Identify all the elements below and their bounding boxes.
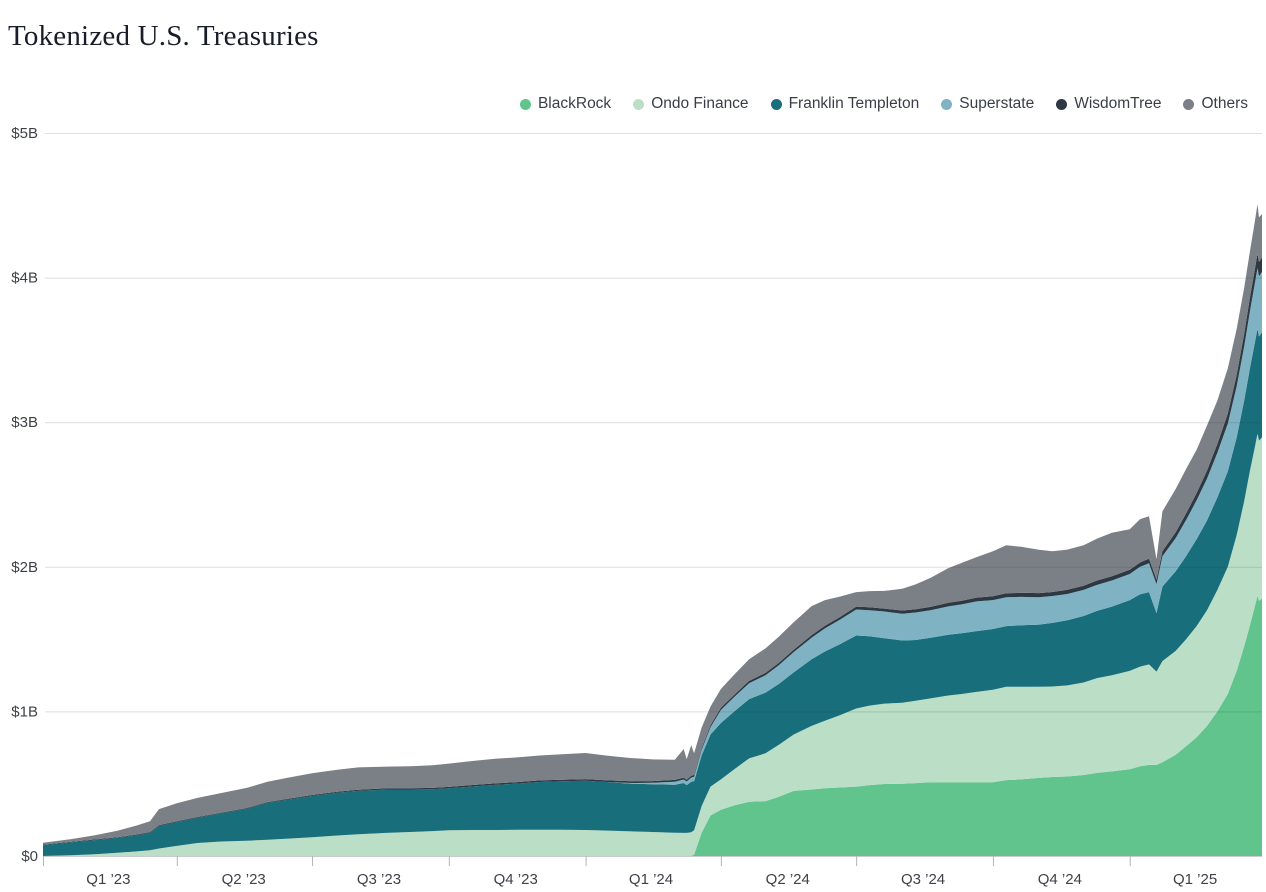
x-axis-label: Q4 ’24	[1038, 871, 1082, 888]
legend-label: Ondo Finance	[651, 95, 749, 112]
legend-item-others[interactable]: Others	[1183, 95, 1248, 113]
x-axis-label: Q3 ’24	[901, 871, 945, 888]
legend-label: Franklin Templeton	[788, 95, 920, 112]
legend-swatch-blackrock	[519, 98, 531, 110]
chart-legend: BlackRock Ondo Finance Franklin Templeton S…	[519, 95, 1248, 113]
legend-swatch-ondo-finance	[633, 98, 645, 110]
y-axis-labels: $0 $1B $2B $3B $4B $5B	[11, 125, 38, 865]
legend-item-franklin-templeton[interactable]: Franklin Templeton	[770, 95, 920, 113]
legend-item-wisdomtree[interactable]: WisdomTree	[1056, 95, 1161, 113]
x-axis-label: Q1 ’25	[1173, 871, 1217, 888]
y-axis-label: $5B	[11, 125, 38, 142]
x-axis-label: Q1 ’24	[629, 871, 673, 888]
legend-item-superstate[interactable]: Superstate	[941, 95, 1034, 113]
area-blackrock	[43, 595, 1262, 856]
y-axis-label: $2B	[11, 559, 38, 576]
x-axis-label: Q1 ’23	[86, 871, 130, 888]
legend-label: Others	[1201, 95, 1248, 112]
y-gridlines	[45, 133, 1262, 713]
y-axis-label: $3B	[11, 414, 38, 431]
page-title: Tokenized U.S. Treasuries	[8, 20, 319, 53]
legend-item-ondo-finance[interactable]: Ondo Finance	[633, 95, 749, 113]
x-axis-label: Q3 ’23	[357, 871, 401, 888]
legend-swatch-others	[1183, 98, 1195, 110]
legend-swatch-superstate	[941, 98, 953, 110]
legend-label: WisdomTree	[1074, 95, 1162, 112]
y-axis-label: $4B	[11, 270, 38, 287]
x-axis	[43, 856, 1262, 866]
x-axis-labels: Q1 ’23 Q2 ’23 Q3 ’23 Q4 ’23 Q1 ’24 Q2 ’24 Q3 ’…	[86, 871, 1217, 888]
y-axis-label: $1B	[11, 703, 38, 720]
legend-swatch-franklin-templeton	[770, 98, 782, 110]
legend-swatch-wisdomtree	[1056, 98, 1068, 110]
x-axis-label: Q2 ’24	[766, 871, 810, 888]
x-axis-label: Q2 ’23	[222, 871, 266, 888]
legend-item-blackrock[interactable]: BlackRock	[519, 95, 612, 113]
stacked-areas	[43, 204, 1262, 856]
x-axis-label: Q4 ’23	[494, 871, 538, 888]
legend-label: Superstate	[959, 95, 1035, 112]
area-ondo-finance	[43, 433, 1262, 856]
legend-label: BlackRock	[537, 95, 612, 112]
y-axis-label: $0	[21, 848, 38, 865]
